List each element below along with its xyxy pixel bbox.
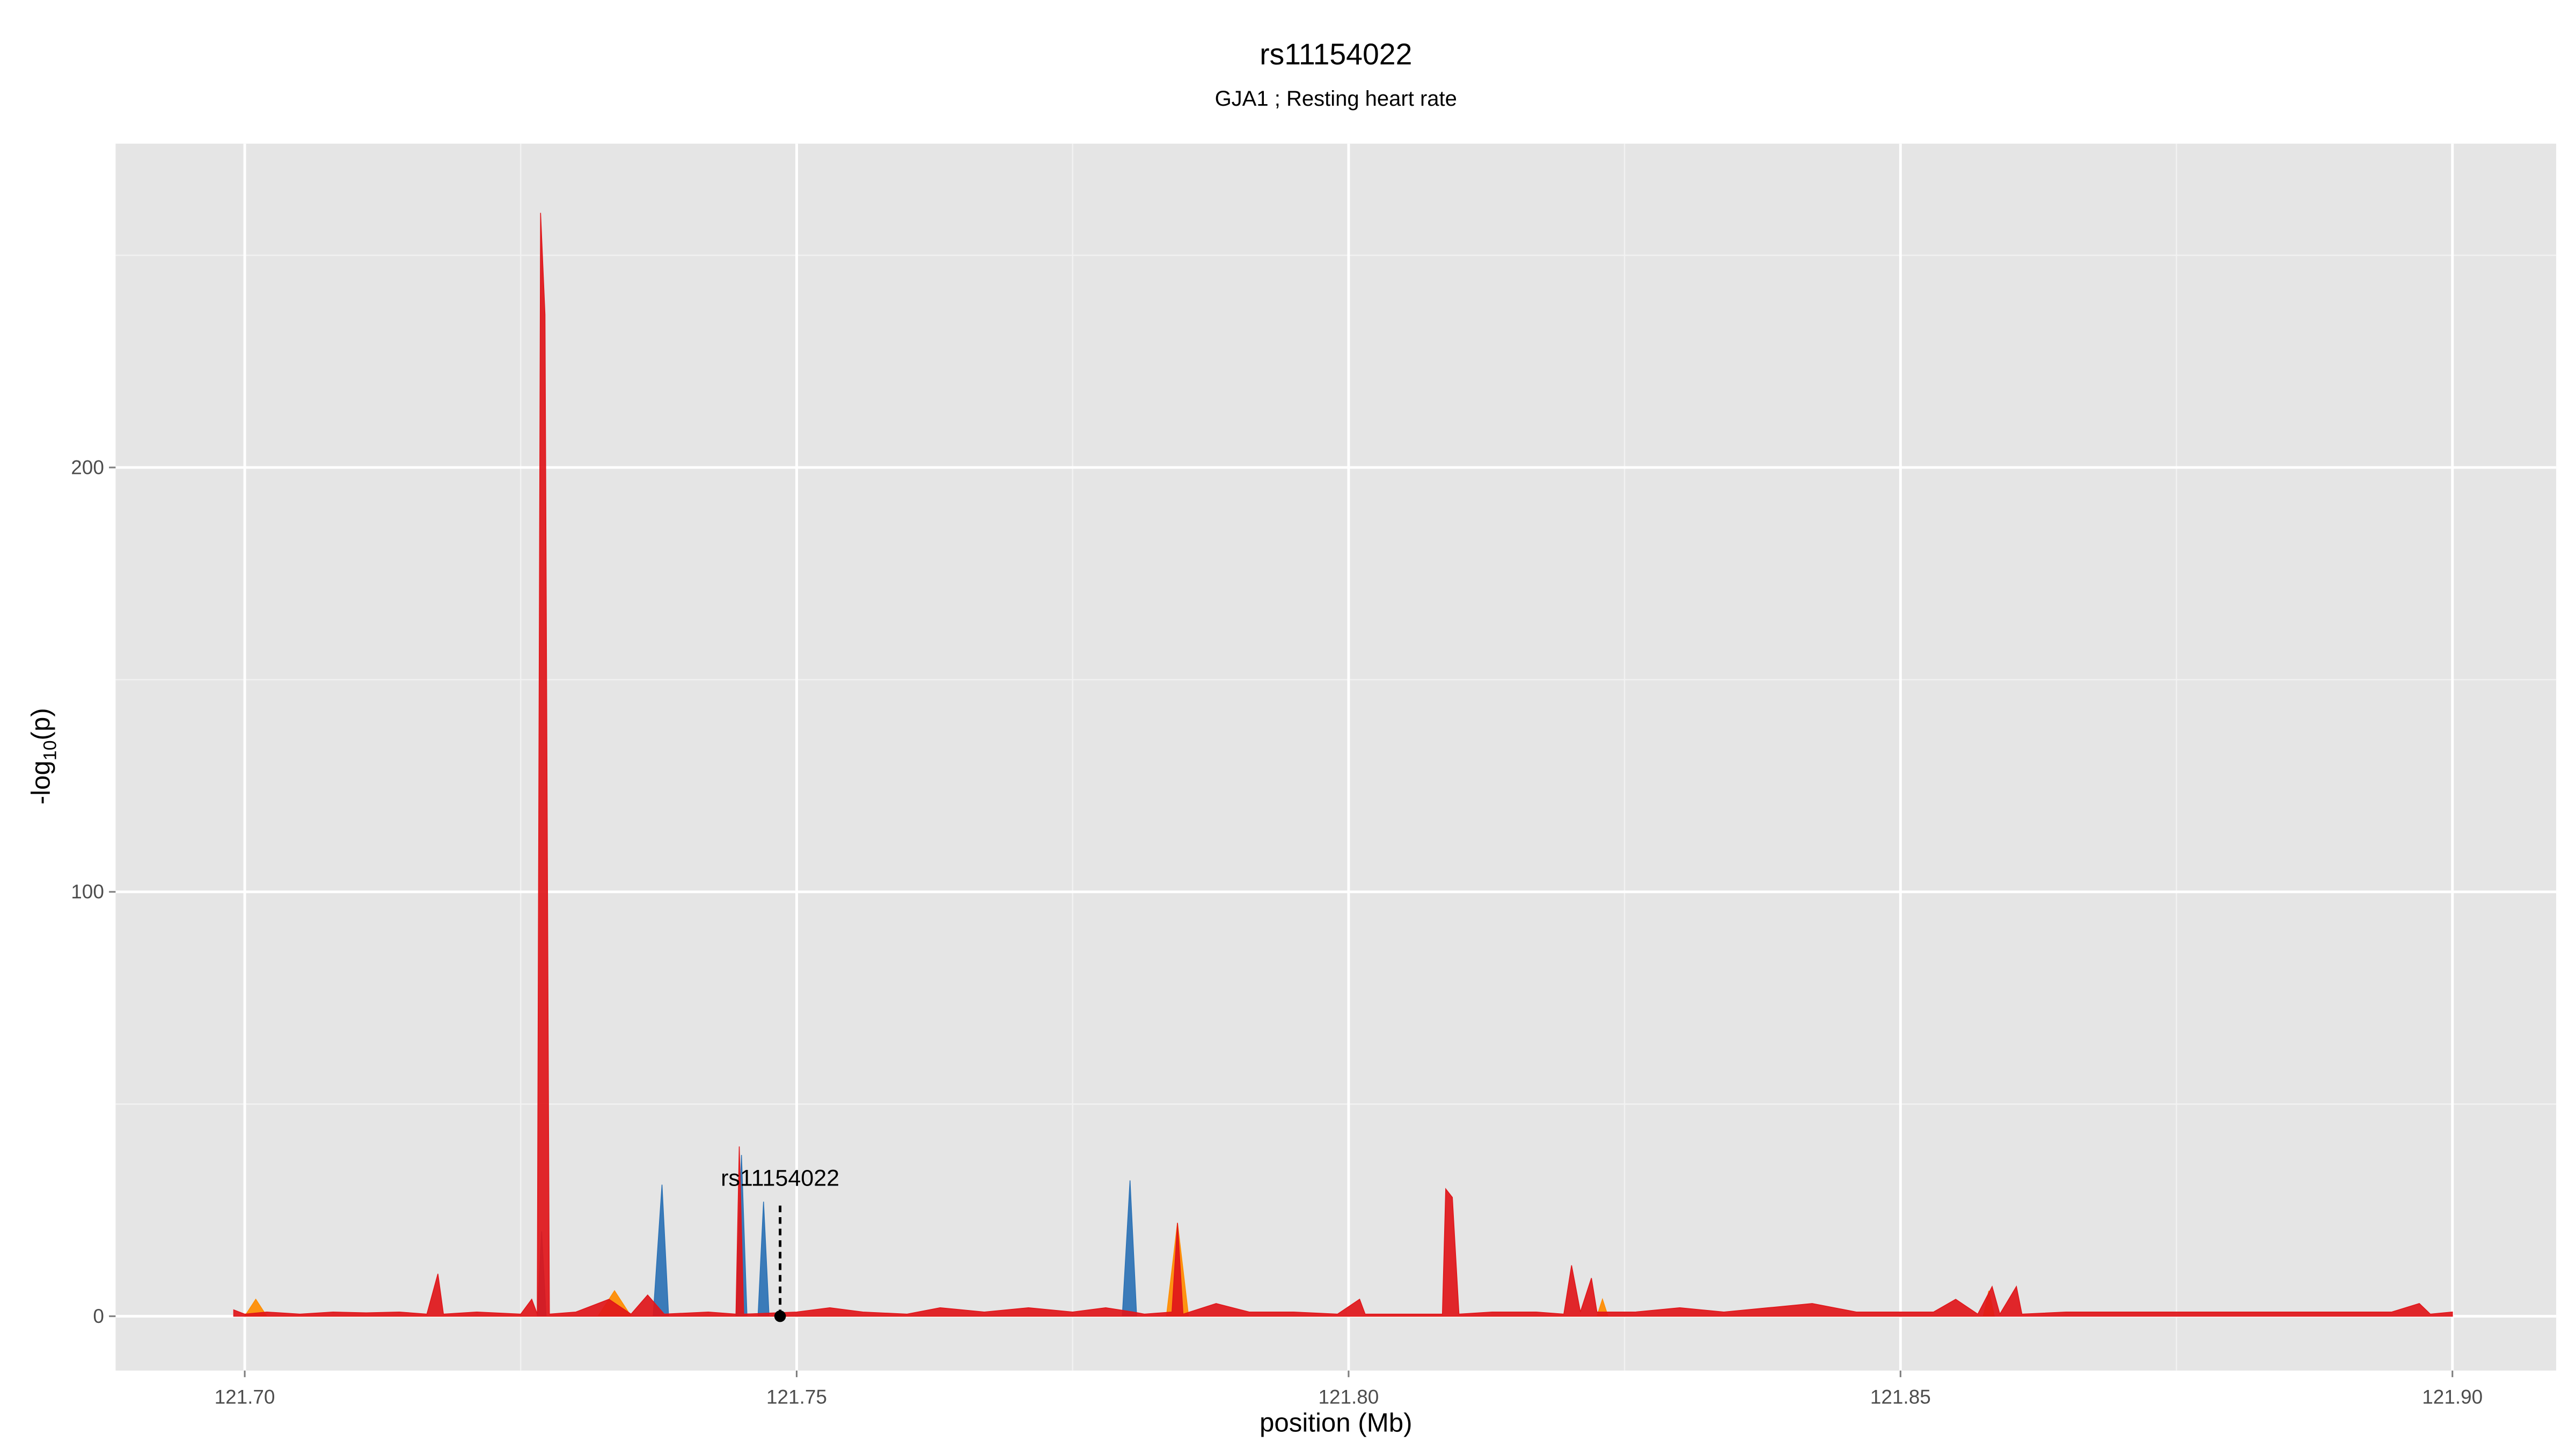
y-tick-label: 200 (71, 456, 104, 478)
x-tick-label: 121.80 (1318, 1386, 1379, 1408)
y-axis-label: -log10(p) (26, 708, 60, 804)
y-label-part: (p) (26, 708, 55, 740)
chart-title: rs11154022 (1260, 38, 1412, 71)
x-axis-label: position (Mb) (1260, 1408, 1412, 1438)
y-label-part: -log (26, 760, 55, 804)
plot-panel (115, 143, 2557, 1371)
chart-subtitle: GJA1 ; Resting heart rate (1215, 87, 1457, 111)
y-tick-label: 100 (71, 881, 104, 903)
x-tick-label: 121.90 (2422, 1386, 2483, 1408)
annotation-label: rs11154022 (721, 1165, 839, 1191)
y-label-sub: 10 (40, 740, 61, 760)
y-tick-label: 0 (93, 1305, 104, 1327)
annotation-point (774, 1310, 786, 1322)
x-tick-label: 121.75 (766, 1386, 827, 1408)
area (233, 213, 2453, 1317)
x-tick-label: 121.85 (1870, 1386, 1931, 1408)
x-tick-label: 121.70 (215, 1386, 275, 1408)
